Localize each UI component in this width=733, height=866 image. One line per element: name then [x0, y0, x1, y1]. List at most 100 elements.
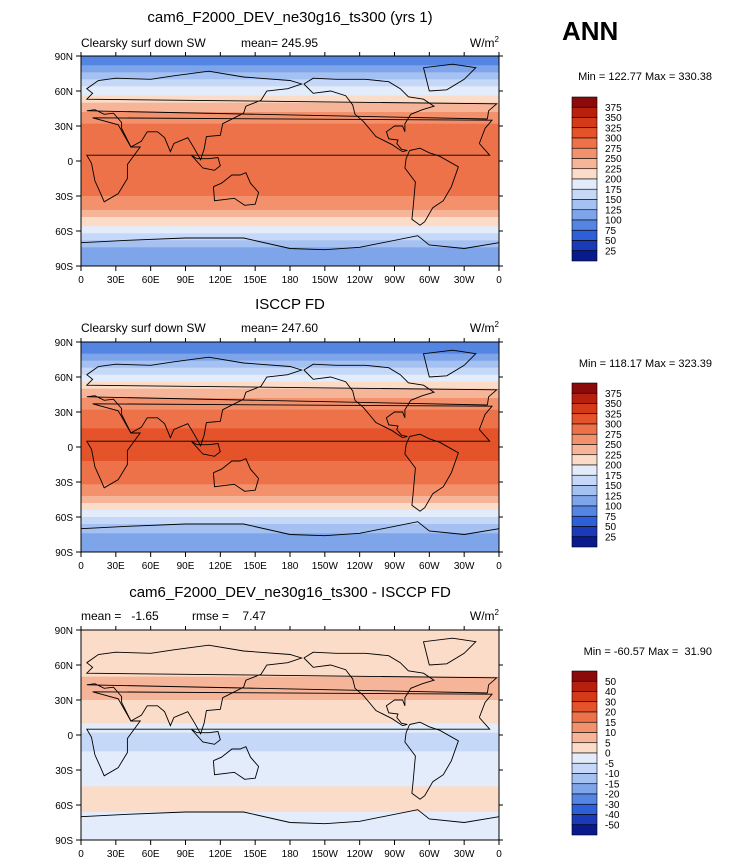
- field-band: [81, 795, 499, 799]
- y-tick-label: 60S: [55, 513, 73, 524]
- colorbar-label: 100: [605, 216, 622, 227]
- x-tick-label: 0: [78, 275, 84, 286]
- colorbar-label: 125: [605, 205, 622, 216]
- greenland-coastline: [422, 637, 477, 666]
- field-band: [81, 681, 499, 685]
- field-band: [81, 105, 499, 108]
- field-band: [81, 112, 499, 115]
- colorbar-box: [571, 515, 598, 527]
- field-band: [81, 374, 499, 378]
- field-layer: [81, 56, 499, 266]
- field-band: [81, 704, 499, 708]
- field-band: [81, 463, 499, 467]
- map-panel-2: ISCCP FD Clearsky surf down SW mean= 247.6…: [55, 296, 712, 572]
- field-band: [81, 344, 499, 348]
- field-band: [81, 695, 499, 699]
- field-band: [81, 690, 499, 694]
- field-band: [81, 400, 499, 404]
- field-band: [81, 519, 499, 523]
- field-band: [81, 151, 499, 155]
- colorbar-label: 100: [605, 502, 622, 513]
- field-band: [81, 760, 499, 764]
- field-band: [81, 535, 499, 539]
- x-tick-label: 90E: [177, 849, 195, 860]
- field-band: [81, 646, 499, 650]
- field-band: [81, 172, 499, 176]
- x-tick-label: 120W: [347, 849, 374, 860]
- panel-title: ISCCP FD: [255, 296, 325, 313]
- field-band: [81, 658, 499, 661]
- field-band: [81, 391, 499, 394]
- field-band: [81, 58, 499, 62]
- field-band: [81, 412, 499, 415]
- colorbar-box: [571, 392, 598, 404]
- field-band: [81, 133, 499, 136]
- colorbar-box: [571, 96, 598, 108]
- field-band: [81, 735, 499, 738]
- y-tick-label: 30S: [55, 766, 73, 777]
- field-band: [81, 144, 499, 148]
- colorbar-label: -10: [605, 769, 620, 780]
- field-band: [81, 165, 499, 169]
- field-band: [81, 63, 499, 66]
- field-band: [81, 697, 499, 701]
- field-band: [81, 528, 499, 532]
- x-tick-label: 0: [496, 561, 502, 572]
- y-tick-label: 30S: [55, 192, 73, 203]
- colorbar-label: -15: [605, 779, 620, 790]
- y-tick-label: 90N: [55, 626, 73, 637]
- field-band: [81, 711, 499, 715]
- colorbar-box: [571, 127, 598, 139]
- colorbar-box: [571, 732, 598, 744]
- field-band: [81, 88, 499, 92]
- africa-coastline: [86, 117, 493, 203]
- field-band: [81, 91, 499, 94]
- colorbar-label: 225: [605, 450, 622, 461]
- colorbar-box: [571, 762, 598, 774]
- y-tick-label: 60N: [55, 87, 73, 98]
- colorbar: 3753503253002752502252001751501251007550…: [571, 382, 622, 548]
- colorbar-box: [571, 106, 598, 118]
- field-band: [81, 634, 499, 638]
- colorbar-label: 275: [605, 430, 622, 441]
- field-band: [81, 739, 499, 743]
- colorbar-box: [571, 454, 598, 466]
- field-band: [81, 489, 499, 492]
- field-band: [81, 505, 499, 509]
- field-band: [81, 454, 499, 457]
- x-tick-label: 120E: [209, 849, 233, 860]
- field-band: [81, 212, 499, 216]
- field-band: [81, 254, 499, 258]
- colorbar-label: 250: [605, 154, 622, 165]
- greenland-coastline: [422, 63, 477, 92]
- field-band: [81, 679, 499, 682]
- minmax-label: Min = -60.57 Max = 31.90: [584, 646, 712, 658]
- x-tick-label: 90W: [384, 275, 405, 286]
- field-band: [81, 156, 499, 160]
- colorbar-label: -30: [605, 800, 620, 811]
- field-band: [81, 465, 499, 469]
- field-band: [81, 346, 499, 350]
- field-band: [81, 672, 499, 675]
- field-band: [81, 442, 499, 446]
- australia-coastline: [212, 746, 260, 780]
- field-band: [81, 507, 499, 511]
- field-band: [81, 833, 499, 836]
- colorbar-box: [571, 250, 598, 262]
- x-tick-label: 180: [282, 849, 299, 860]
- y-tick-label: 90S: [55, 548, 73, 559]
- field-band: [81, 128, 499, 132]
- field-band: [81, 763, 499, 766]
- field-band: [81, 126, 499, 129]
- colorbar-label: 75: [605, 512, 617, 523]
- field-band: [81, 56, 499, 59]
- field-band: [81, 416, 499, 420]
- field-band: [81, 210, 499, 213]
- x-tick-label: 30E: [107, 561, 125, 572]
- field-band: [81, 475, 499, 478]
- field-band: [81, 119, 499, 122]
- field-band: [81, 468, 499, 471]
- field-band: [81, 498, 499, 502]
- field-band: [81, 632, 499, 636]
- field-band: [81, 177, 499, 181]
